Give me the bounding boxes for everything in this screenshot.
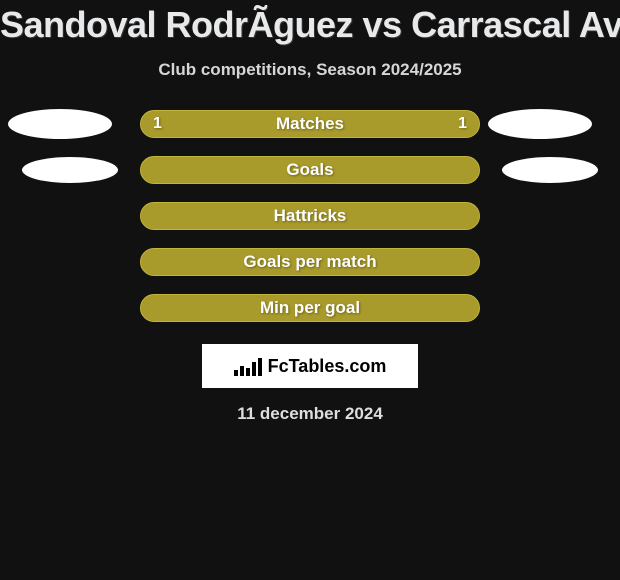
stat-bar: Goals bbox=[140, 156, 480, 184]
brand-chart-icon bbox=[234, 356, 262, 376]
left-ellipse bbox=[22, 157, 118, 183]
page-title: Sandoval RodrÃ­guez vs Carrascal AvilÃ©s bbox=[0, 0, 620, 46]
brand-text: FcTables.com bbox=[268, 356, 387, 377]
stat-row: Matches 1 1 bbox=[0, 110, 620, 138]
right-ellipse bbox=[488, 109, 592, 139]
stat-label: Hattricks bbox=[274, 206, 347, 226]
stat-bar: Hattricks bbox=[140, 202, 480, 230]
stat-label: Matches bbox=[276, 114, 344, 134]
stat-bar: Goals per match bbox=[140, 248, 480, 276]
page: Sandoval RodrÃ­guez vs Carrascal AvilÃ©s… bbox=[0, 0, 620, 580]
stat-row: Hattricks bbox=[0, 202, 620, 230]
left-ellipse bbox=[8, 109, 112, 139]
stat-value-right: 1 bbox=[458, 115, 467, 133]
stat-row: Goals per match bbox=[0, 248, 620, 276]
stat-row: Goals bbox=[0, 156, 620, 184]
page-subtitle: Club competitions, Season 2024/2025 bbox=[0, 60, 620, 80]
right-ellipse bbox=[502, 157, 598, 183]
stat-bar: Min per goal bbox=[140, 294, 480, 322]
stat-label: Min per goal bbox=[260, 298, 360, 318]
brand-box: FcTables.com bbox=[202, 344, 418, 388]
stat-bar: Matches 1 1 bbox=[140, 110, 480, 138]
stat-label: Goals bbox=[286, 160, 333, 180]
stat-value-left: 1 bbox=[153, 115, 162, 133]
stat-row: Min per goal bbox=[0, 294, 620, 322]
stat-label: Goals per match bbox=[243, 252, 376, 272]
stats-rows: Matches 1 1 Goals Hattricks Goals per match Mi… bbox=[0, 110, 620, 322]
footer-date: 11 december 2024 bbox=[0, 404, 620, 424]
